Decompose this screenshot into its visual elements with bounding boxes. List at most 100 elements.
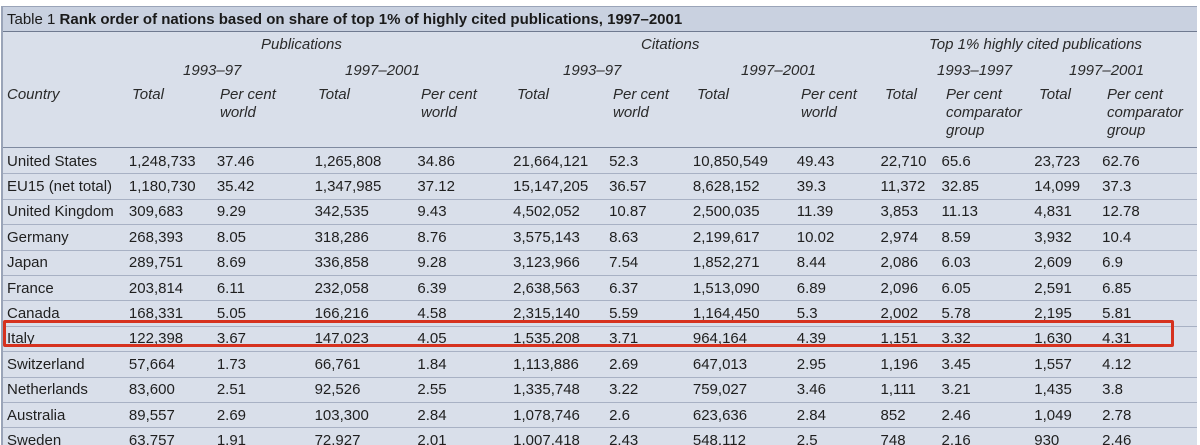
col-pct-comparator-line2: comparator [1107,104,1183,121]
col-pct-world: Per cent [220,86,276,103]
value-cell: 6.85 [1102,275,1197,302]
value-cell: 2.95 [796,351,881,378]
value-cell: 8.05 [216,224,315,251]
value-cell: 57,664 [128,351,217,378]
value-cell: 10.4 [1102,224,1197,251]
value-cell: 10.02 [796,224,881,251]
value-cell: 748 [880,427,942,445]
period-cit-1997: 1997–2001 [741,62,817,79]
value-cell: 3,853 [880,199,942,226]
value-cell: 4.39 [796,326,881,353]
value-cell: 62.76 [1102,149,1197,175]
data-table: Table 1 Rank order of nations based on s… [1,6,1197,445]
value-cell: 10.87 [609,199,693,226]
value-cell: 2.46 [1102,427,1197,445]
value-cell: 66,761 [314,351,418,378]
value-cell: 1,180,730 [128,173,217,200]
value-cell: 6.9 [1102,250,1197,276]
col-total: Total [1039,86,1071,103]
value-cell: 2.51 [216,377,315,403]
value-cell: 89,557 [128,402,217,429]
value-cell: 12.78 [1102,199,1197,226]
table-row: Australia 89,557 2.69 103,300 2.84 1,078,746 2… [3,402,1197,429]
value-cell: 2,591 [1034,275,1103,302]
value-cell: 103,300 [314,402,418,429]
value-cell: 147,023 [314,326,418,353]
country-cell: United Kingdom [3,199,129,226]
value-cell: 3,932 [1034,224,1103,251]
value-cell: 32.85 [941,173,1035,200]
value-cell: 122,398 [128,326,217,353]
country-cell: United States [3,149,129,175]
value-cell: 23,723 [1034,149,1103,175]
value-cell: 2,199,617 [692,224,797,251]
value-cell: 9.29 [216,199,315,226]
value-cell: 1.73 [216,351,315,378]
country-cell: Canada [3,300,129,327]
value-cell: 6.39 [417,275,514,302]
value-cell: 14,099 [1034,173,1103,200]
value-cell: 342,535 [314,199,418,226]
col-pct-comparator: Per cent [946,86,1002,103]
value-cell: 63,757 [128,427,217,445]
value-cell: 3.32 [941,326,1035,353]
value-cell: 166,216 [314,300,418,327]
value-cell: 1,007,418 [513,427,610,445]
col-pct-world-line2: world [421,104,457,121]
value-cell: 2,315,140 [513,300,610,327]
value-cell: 6.37 [609,275,693,302]
value-cell: 4.31 [1102,326,1197,353]
value-cell: 37.46 [216,149,315,175]
value-cell: 8.44 [796,250,881,276]
value-cell: 1,049 [1034,402,1103,429]
value-cell: 623,636 [692,402,797,429]
value-cell: 2.78 [1102,402,1197,429]
table-row: EU15 (net total) 1,180,730 35.42 1,347,985 3… [3,173,1197,200]
value-cell: 852 [880,402,942,429]
country-cell: Germany [3,224,129,251]
value-cell: 2,974 [880,224,942,251]
country-cell: France [3,275,129,302]
col-pct-world: Per cent [613,86,669,103]
value-cell: 2.69 [216,402,315,429]
value-cell: 11,372 [880,173,942,200]
value-cell: 3.71 [609,326,693,353]
value-cell: 3.46 [796,377,881,403]
value-cell: 9.28 [417,250,514,276]
value-cell: 11.39 [796,199,881,226]
value-cell: 1,852,271 [692,250,797,276]
value-cell: 1.91 [216,427,315,445]
value-cell: 92,526 [314,377,418,403]
value-cell: 318,286 [314,224,418,251]
table-row: Sweden 63,757 1.91 72,927 2.01 1,007,418 2.43 5… [3,427,1197,445]
value-cell: 3,575,143 [513,224,610,251]
value-cell: 4,831 [1034,199,1103,226]
value-cell: 3.8 [1102,377,1197,403]
value-cell: 6.11 [216,275,315,302]
value-cell: 39.3 [796,173,881,200]
value-cell: 1,435 [1034,377,1103,403]
table-body: United States 1,248,733 37.46 1,265,808 34.8… [3,149,1197,445]
value-cell: 2.5 [796,427,881,445]
value-cell: 4.58 [417,300,514,327]
period-top-1997: 1997–2001 [1069,62,1145,79]
table-row: United States 1,248,733 37.46 1,265,808 34.8… [3,149,1197,175]
value-cell: 759,027 [692,377,797,403]
country-cell: Italy [3,326,129,353]
value-cell: 930 [1034,427,1103,445]
col-total: Total [517,86,549,103]
value-cell: 72,927 [314,427,418,445]
value-cell: 15,147,205 [513,173,610,200]
value-cell: 8.63 [609,224,693,251]
period-cit-1993: 1993–97 [563,62,622,79]
value-cell: 65.6 [941,149,1035,175]
value-cell: 1.84 [417,351,514,378]
header-divider [3,147,1197,148]
col-pct-comparator: Per cent [1107,86,1163,103]
value-cell: 10,850,549 [692,149,797,175]
table-row: Japan 289,751 8.69 336,858 9.28 3,123,966 7.54… [3,250,1197,276]
value-cell: 6.89 [796,275,881,302]
value-cell: 5.05 [216,300,315,327]
col-pct-world: Per cent [801,86,857,103]
